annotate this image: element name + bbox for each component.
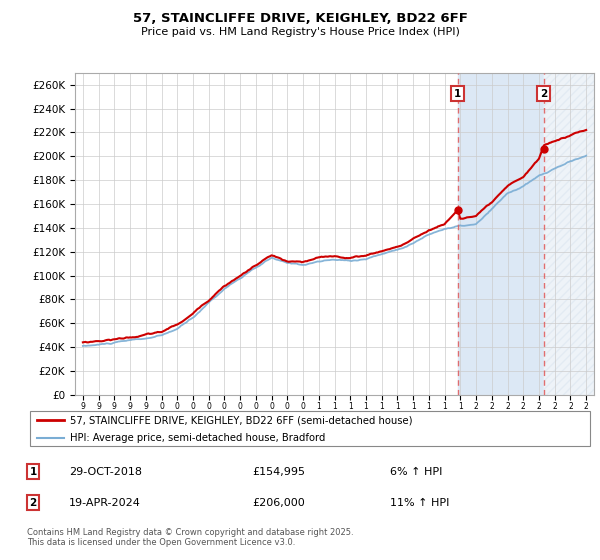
Text: 2: 2 [29, 498, 37, 508]
Bar [544, 73, 600, 395]
Text: 2: 2 [540, 88, 547, 99]
Text: 11% ↑ HPI: 11% ↑ HPI [390, 498, 449, 508]
Text: 1: 1 [29, 466, 37, 477]
Text: 29-OCT-2018: 29-OCT-2018 [69, 466, 142, 477]
Bar [544, 73, 600, 395]
Text: £206,000: £206,000 [252, 498, 305, 508]
Text: 6% ↑ HPI: 6% ↑ HPI [390, 466, 442, 477]
Text: Contains HM Land Registry data © Crown copyright and database right 2025.
This d: Contains HM Land Registry data © Crown c… [27, 528, 353, 547]
Text: 1: 1 [454, 88, 461, 99]
Text: 57, STAINCLIFFE DRIVE, KEIGHLEY, BD22 6FF (semi-detached house): 57, STAINCLIFFE DRIVE, KEIGHLEY, BD22 6F… [70, 415, 412, 425]
Text: £154,995: £154,995 [252, 466, 305, 477]
Bar [458, 73, 544, 395]
Text: HPI: Average price, semi-detached house, Bradford: HPI: Average price, semi-detached house,… [70, 433, 325, 444]
Text: 19-APR-2024: 19-APR-2024 [69, 498, 141, 508]
Text: Price paid vs. HM Land Registry's House Price Index (HPI): Price paid vs. HM Land Registry's House … [140, 27, 460, 37]
FancyBboxPatch shape [30, 412, 590, 446]
Text: 57, STAINCLIFFE DRIVE, KEIGHLEY, BD22 6FF: 57, STAINCLIFFE DRIVE, KEIGHLEY, BD22 6F… [133, 12, 467, 25]
